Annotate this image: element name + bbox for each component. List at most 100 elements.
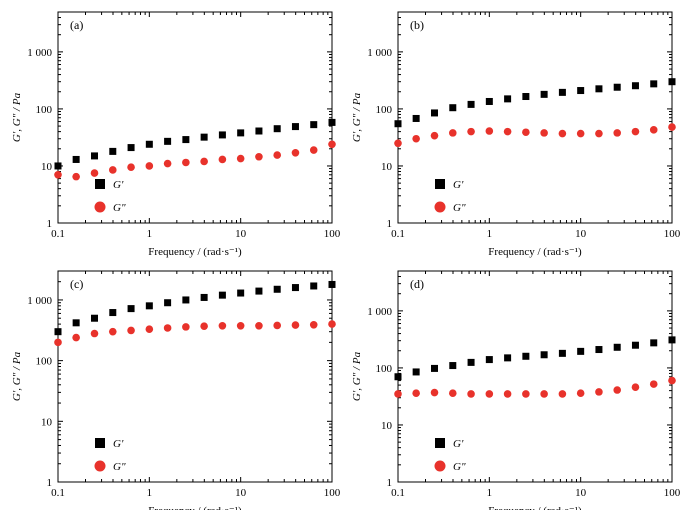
x-tick-label: 0.1 [391, 228, 405, 240]
y-axis-label: G′, G″ / Pa [351, 92, 363, 142]
data-point-gprime [595, 346, 603, 354]
data-point-gprime [485, 356, 493, 364]
data-point-gdoubleprime [430, 388, 439, 397]
data-point-gdoubleprime [145, 325, 154, 333]
data-point-gdoubleprime [328, 320, 336, 328]
x-tick-label: 0.1 [51, 487, 65, 499]
legend-label: G' [113, 179, 124, 191]
y-axis-label: G′, G″ / Pa [11, 351, 23, 401]
y-tick-label: 10 [41, 416, 53, 428]
y-tick-label: 100 [36, 104, 53, 116]
data-point-gdoubleprime [631, 383, 640, 391]
data-point-gdoubleprime [72, 172, 80, 181]
data-point-gdoubleprime [72, 333, 80, 342]
data-point-gdoubleprime [394, 390, 402, 398]
data-point-gprime [91, 152, 99, 160]
x-axis-label: Frequency / (rad·s⁻¹) [148, 505, 242, 510]
x-axis-label: Frequency / (rad·s⁻¹) [148, 246, 242, 258]
data-point-gdoubleprime [182, 323, 190, 331]
x-tick-label: 100 [324, 487, 341, 499]
data-point-gdoubleprime [503, 127, 512, 136]
legend-label: G' [113, 438, 124, 450]
y-tick-label: 100 [36, 356, 53, 368]
data-point-gprime [200, 293, 208, 301]
legend-label: G" [113, 202, 126, 214]
data-point-gdoubleprime [90, 329, 99, 338]
data-point-gprime [431, 364, 439, 372]
data-point-gprime [522, 93, 530, 101]
data-point-gprime [291, 284, 299, 292]
data-point-gprime [255, 127, 263, 135]
legend-marker-square [435, 179, 445, 189]
data-point-gprime [412, 114, 420, 122]
legend-marker-circle [94, 460, 106, 472]
data-point-gdoubleprime [255, 152, 263, 161]
y-tick-label: 1 [47, 218, 53, 230]
data-point-gdoubleprime [467, 127, 475, 136]
data-point-gdoubleprime [236, 154, 245, 163]
data-point-gprime [127, 144, 135, 152]
data-point-gprime [650, 80, 658, 88]
data-point-gprime [291, 123, 299, 131]
data-point-gprime [394, 120, 402, 128]
data-point-gdoubleprime [54, 170, 62, 179]
data-point-gdoubleprime [394, 139, 402, 148]
y-tick-label: 1 000 [27, 47, 52, 59]
data-point-gprime [558, 88, 566, 96]
data-point-gdoubleprime [485, 127, 494, 135]
data-point-gprime [182, 296, 190, 304]
data-point-gprime [631, 341, 639, 349]
data-point-gdoubleprime [236, 322, 245, 330]
data-point-gprime [522, 352, 530, 360]
data-point-gprime [485, 97, 493, 105]
data-point-gprime [558, 349, 566, 357]
x-tick-label: 10 [235, 228, 247, 240]
data-point-gprime [394, 373, 402, 381]
x-tick-label: 1 [147, 228, 153, 240]
y-tick-label: 10 [381, 420, 393, 432]
data-point-gprime [72, 155, 80, 163]
data-point-gdoubleprime [309, 146, 318, 154]
x-tick-label: 10 [235, 487, 247, 499]
data-point-gdoubleprime [412, 389, 420, 398]
data-point-gdoubleprime [668, 376, 676, 385]
data-point-gprime [109, 147, 117, 155]
panel-label: (d) [410, 277, 424, 291]
data-point-gprime [72, 319, 80, 327]
data-point-gprime [91, 314, 99, 322]
x-tick-label: 100 [664, 228, 681, 240]
data-point-gdoubleprime [503, 390, 512, 398]
data-point-gdoubleprime [448, 389, 457, 398]
x-axis-label: Frequency / (rad·s⁻¹) [488, 505, 582, 510]
legend-label: G' [453, 438, 464, 450]
data-point-gdoubleprime [430, 131, 439, 140]
data-point-gprime [127, 305, 135, 313]
data-point-gdoubleprime [309, 320, 318, 329]
legend-marker-square [435, 438, 445, 448]
legend-label: G" [453, 202, 466, 214]
x-tick-label: 0.1 [391, 487, 405, 499]
data-point-gprime [145, 302, 153, 310]
x-tick-label: 10 [575, 487, 587, 499]
data-point-gdoubleprime [448, 129, 457, 137]
plot-frame [57, 270, 333, 483]
data-point-gdoubleprime [595, 129, 603, 138]
data-point-gprime [577, 87, 585, 95]
legend-marker-square [95, 438, 105, 448]
data-point-gprime [310, 121, 318, 129]
data-point-gprime [540, 90, 548, 98]
data-point-gdoubleprime [200, 322, 208, 330]
data-point-gdoubleprime [412, 134, 420, 143]
data-point-gprime [54, 328, 62, 336]
data-point-gdoubleprime [558, 390, 567, 398]
legend-marker-circle [94, 201, 106, 213]
plot-frame [57, 11, 333, 224]
data-point-gdoubleprime [182, 158, 190, 167]
data-point-gprime [328, 118, 336, 126]
y-tick-label: 10 [381, 161, 393, 173]
data-point-gdoubleprime [108, 327, 117, 336]
